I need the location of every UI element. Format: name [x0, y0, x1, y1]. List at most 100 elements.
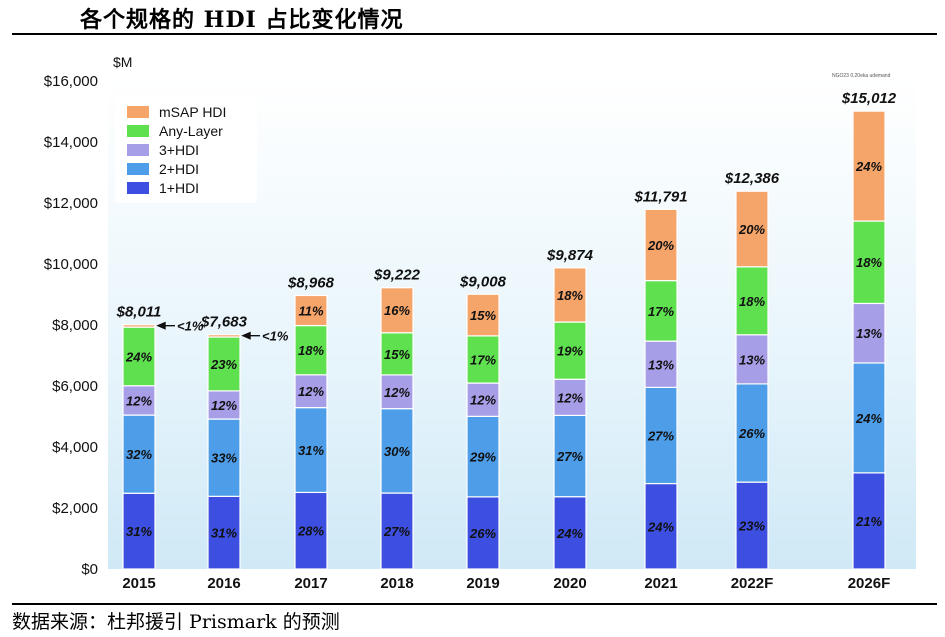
source-note: 数据来源：杜邦援引 Prismark 的预测: [12, 611, 340, 633]
segment-label: 26%: [469, 526, 496, 541]
bar-segment: [380, 332, 414, 376]
segment-label: 24%: [855, 411, 882, 426]
legend-item: 3+HDI: [127, 141, 199, 159]
source-divider: [12, 603, 937, 605]
segment-pointer: [241, 331, 260, 340]
segment-label: 16%: [384, 303, 410, 318]
segment-label: 27%: [556, 449, 583, 464]
segment-label: 17%: [648, 304, 674, 319]
chart-title: 各个规格的 HDI 占比变化情况: [80, 7, 404, 33]
x-tick-label: 2016: [207, 575, 240, 592]
segment-label: 32%: [126, 447, 152, 462]
y-tick-label: $6,000: [52, 378, 98, 395]
segment-label: 23%: [210, 357, 237, 372]
bar-segment: [294, 407, 328, 494]
bar-segment: [466, 382, 500, 417]
bar-segment: [852, 362, 886, 474]
x-tick-label: 2017: [294, 575, 327, 592]
segment-label: 12%: [470, 393, 496, 408]
legend-swatch: [127, 182, 149, 194]
y-tick-label: $14,000: [44, 134, 98, 151]
bar-segment: [207, 336, 241, 392]
segment-label: 18%: [557, 288, 583, 303]
bar-segment: [466, 293, 500, 337]
segment-label: 20%: [647, 238, 674, 253]
bar-total-label: $9,008: [459, 273, 507, 290]
segment-label: 13%: [856, 326, 882, 341]
y-tick-label: $10,000: [44, 256, 98, 273]
segment-label: 29%: [469, 450, 496, 465]
legend-label: Any-Layer: [159, 123, 223, 139]
segment-label: 12%: [557, 390, 583, 405]
segment-label: 15%: [470, 308, 496, 323]
title-divider: [12, 33, 937, 35]
segment-label: 24%: [855, 159, 882, 174]
x-tick-label: 2020: [553, 575, 586, 592]
y-tick-label: $16,000: [44, 73, 98, 90]
x-tick-label: 2022F: [731, 575, 774, 592]
watermark: NGO23 0.20eka udemand: [832, 73, 891, 79]
bar-segment: [380, 492, 414, 570]
bar-segment: [852, 472, 886, 570]
segment-label: 31%: [126, 524, 152, 539]
x-tick-label: 2015: [122, 575, 155, 592]
legend-item: Any-Layer: [127, 122, 223, 140]
segment-label: 31%: [211, 526, 237, 541]
bar-segment: [294, 491, 328, 570]
legend-label: 1+HDI: [159, 180, 200, 196]
x-tick-label: 2019: [466, 575, 499, 592]
bar-segment: [294, 324, 328, 376]
y-tick-label: $12,000: [44, 195, 98, 212]
legend-label: 2+HDI: [159, 161, 200, 177]
segment-label: 24%: [647, 519, 674, 534]
x-tick-label: 2021: [644, 575, 677, 592]
segment-label: 24%: [556, 526, 583, 541]
segment-label: 18%: [856, 255, 882, 270]
legend-swatch: [127, 106, 149, 118]
bar-segment: [644, 279, 678, 342]
legend-item: 1+HDI: [127, 179, 199, 197]
bar-segment: [735, 266, 769, 336]
segment-label: 26%: [738, 426, 765, 441]
bar-segment: [122, 492, 156, 570]
bar-segment: [735, 190, 769, 268]
y-tick-label: $8,000: [52, 317, 98, 334]
segment-label: 27%: [647, 428, 674, 443]
segment-label: 28%: [297, 524, 324, 539]
segment-label: 31%: [298, 443, 324, 458]
segment-label: 27%: [383, 524, 410, 539]
bar-segment: [644, 340, 678, 389]
legend: mSAP HDI Any-Layer 3+HDI 2+HDI 1+HDI: [115, 95, 257, 203]
y-unit-label: $M: [113, 54, 132, 70]
bar-segment: [735, 383, 769, 483]
bar-segment: [852, 110, 886, 222]
bar-segment: [380, 287, 414, 334]
bar-segment: [122, 326, 156, 387]
segment-label: 12%: [298, 384, 324, 399]
bar-segment: [207, 390, 241, 420]
segment-pointer: [156, 321, 175, 330]
bar-total-label: $8,968: [287, 274, 335, 291]
stacked-bar-chart: $M $0 $2,000 $4,000 $6,000 $8,000 $10,000 $12,0…: [44, 54, 916, 592]
bar-segment: [852, 220, 886, 305]
bar-segment: [207, 418, 241, 497]
bar-total-label: $9,874: [546, 247, 594, 264]
segment-label: 24%: [125, 349, 152, 364]
bar-segment: [122, 324, 156, 328]
y-tick-label: $0: [81, 561, 98, 578]
legend-item: 2+HDI: [127, 160, 199, 178]
legend-swatch: [127, 163, 149, 175]
x-tick-label: 2026F: [848, 575, 891, 592]
segment-label: 33%: [211, 451, 237, 466]
segment-label: 19%: [557, 344, 583, 359]
segment-label: 18%: [739, 294, 765, 309]
bar-total-label: $11,791: [633, 188, 687, 205]
segment-label: 11%: [298, 304, 323, 319]
segment-label: 12%: [211, 398, 237, 413]
bar-segment: [852, 302, 886, 364]
segment-label: 13%: [648, 357, 674, 372]
legend-item: mSAP HDI: [127, 103, 226, 121]
segment-label: 20%: [738, 222, 765, 237]
segment-label: 21%: [855, 514, 882, 529]
bar-segment: [294, 294, 328, 327]
